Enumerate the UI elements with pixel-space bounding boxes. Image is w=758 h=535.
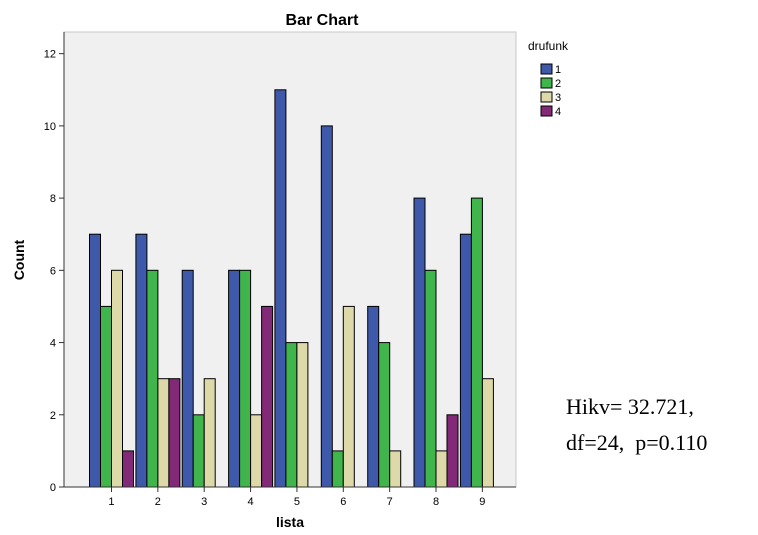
legend-label-1: 1	[555, 64, 561, 76]
bar-cat-7-series-1	[367, 305, 380, 488]
bar-cat-6-series-2	[331, 450, 344, 488]
bar-cat-4-series-4	[261, 305, 274, 488]
bar-cat-5-series-2	[285, 342, 298, 488]
bar-cat-4-series-1	[228, 269, 241, 488]
bar-cat-2-series-1	[135, 233, 148, 488]
bar-cat-1-series-4	[122, 450, 134, 488]
chart-title: Bar Chart	[286, 12, 360, 29]
bar-cat-3-series-3	[203, 378, 216, 488]
x-tick-label-3: 3	[201, 496, 207, 508]
legend-label-4: 4	[555, 106, 561, 118]
bar-cat-7-series-3	[389, 450, 402, 488]
y-tick-label-10: 10	[44, 121, 56, 133]
bar-cat-4-series-3	[250, 414, 263, 488]
bar-cat-3-series-1	[181, 269, 194, 488]
bars-group	[89, 89, 494, 488]
bar-cat-9-series-3	[481, 378, 494, 488]
y-tick-label-12: 12	[44, 49, 56, 61]
bar-cat-4-series-2	[239, 269, 252, 488]
y-tick-label-6: 6	[50, 265, 56, 277]
legend-title: drufunk	[528, 39, 569, 53]
bar-cat-9-series-1	[459, 233, 472, 488]
bar-cat-5-series-1	[274, 89, 287, 488]
bar-cat-9-series-2	[470, 197, 483, 488]
x-tick-label-8: 8	[433, 496, 439, 508]
y-tick-label-2: 2	[50, 410, 56, 422]
bar-cat-7-series-2	[378, 342, 391, 488]
y-tick-label-8: 8	[50, 193, 56, 205]
bar-cat-2-series-4	[168, 378, 181, 488]
bar-cat-1-series-2	[100, 305, 112, 488]
bar-cat-6-series-1	[320, 125, 333, 488]
bar-cat-2-series-3	[157, 378, 170, 488]
legend-label-2: 2	[555, 78, 561, 90]
legend-swatch-4	[540, 105, 553, 117]
x-tick-label-7: 7	[387, 496, 393, 508]
legend-swatch-3	[540, 91, 553, 103]
y-axis-label: Count	[11, 239, 27, 280]
bar-cat-3-series-2	[192, 414, 205, 488]
x-tick-label-2: 2	[155, 496, 161, 508]
bar-cat-8-series-4	[446, 414, 459, 488]
legend-label-3: 3	[555, 92, 561, 104]
x-ticks-group: 1 2 3 4 5 6 7 8 9	[108, 487, 485, 508]
y-tick-label-0: 0	[50, 482, 56, 494]
legend-swatch-2	[540, 77, 553, 89]
bar-cat-8-series-3	[435, 450, 448, 488]
statistic-line-2: df=24, p=0.110	[566, 430, 708, 455]
x-tick-label-4: 4	[248, 496, 254, 508]
bar-cat-8-series-2	[424, 269, 437, 488]
bar-cat-2-series-2	[146, 269, 159, 488]
legend: 1 2 3 4	[540, 63, 561, 118]
bar-cat-6-series-3	[342, 305, 355, 488]
bar-cat-1-series-3	[111, 269, 123, 488]
y-tick-label-4: 4	[50, 338, 56, 350]
bar-cat-5-series-3	[296, 342, 309, 488]
x-tick-label-5: 5	[294, 496, 300, 508]
statistic-line-1: Hikv= 32.721,	[566, 394, 694, 419]
x-tick-label-6: 6	[340, 496, 346, 508]
legend-swatch-1	[540, 63, 553, 75]
x-tick-label-9: 9	[479, 496, 485, 508]
bar-cat-8-series-1	[413, 197, 426, 488]
y-ticks-group: 0 2 4 6 8 10 12	[44, 49, 64, 494]
x-axis-label: lista	[276, 514, 304, 530]
bar-cat-1-series-1	[89, 233, 101, 488]
x-tick-label-1: 1	[108, 496, 114, 508]
